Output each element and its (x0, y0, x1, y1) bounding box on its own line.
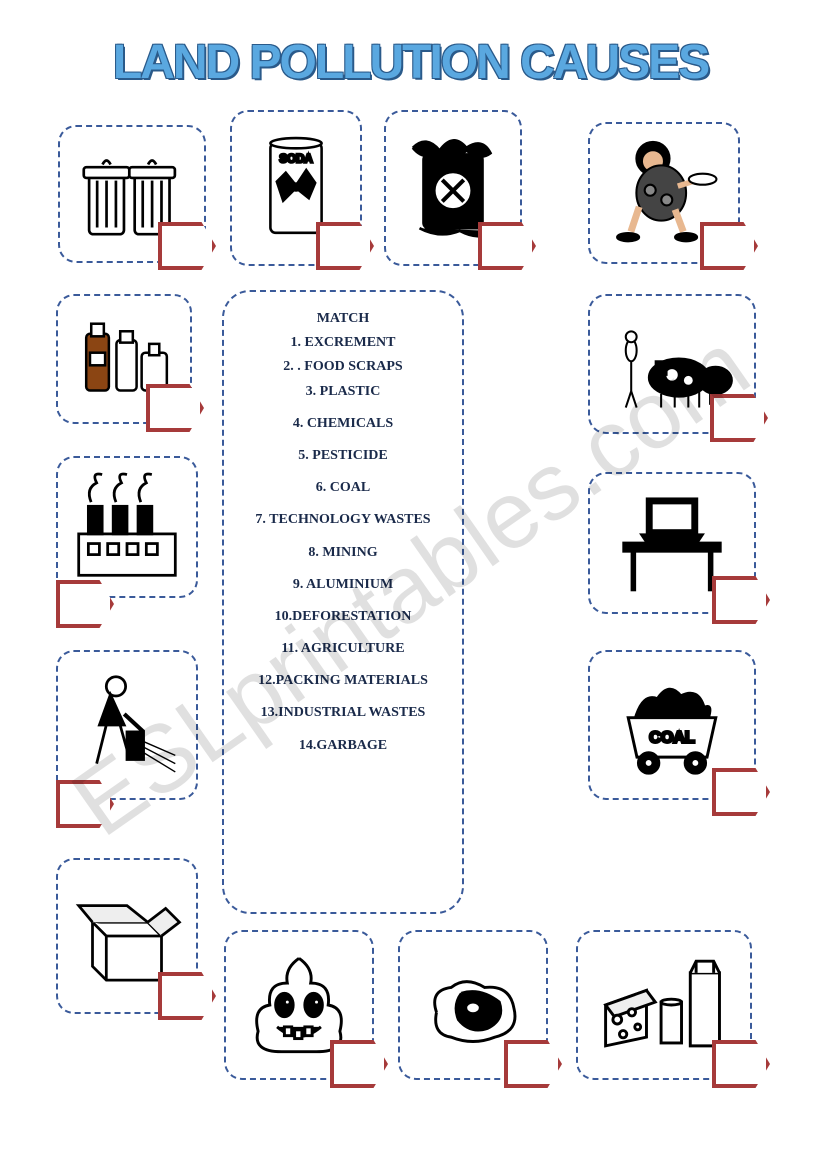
match-item-11: 11. AGRICULTURE (234, 640, 452, 658)
answer-box-cheese-milk[interactable] (712, 1040, 770, 1088)
answer-box-poop[interactable] (330, 1040, 388, 1088)
match-item-5: 5. PESTICIDE (234, 447, 452, 465)
pesticide-spray-icon (58, 652, 196, 798)
match-item-4: 4. CHEMICALS (234, 415, 452, 433)
match-item-9: 9. ALUMINIUM (234, 576, 452, 594)
answer-box-garbage-cans[interactable] (158, 222, 216, 270)
answer-box-box[interactable] (158, 972, 216, 1020)
match-item-13: 13.INDUSTRIAL WASTES (234, 704, 452, 722)
card-pesticide-spray (56, 650, 198, 800)
match-item-8: 8. MINING (234, 544, 452, 562)
answer-box-chemicals[interactable] (146, 384, 204, 432)
svg-text:POP: POP (285, 183, 307, 194)
match-item-10: 10.DEFORESTATION (234, 608, 452, 626)
answer-box-soda-can[interactable] (316, 222, 374, 270)
center-match-panel: MATCH 1. EXCREMENT 2. . FOOD SCRAPS 3. P… (222, 290, 464, 914)
answer-box-spill-drum[interactable] (478, 222, 536, 270)
answer-box-caveman[interactable] (700, 222, 758, 270)
match-item-14: 14.GARBAGE (234, 737, 452, 755)
factory-icon (58, 458, 196, 596)
match-item-3: 3. PLASTIC (234, 383, 452, 401)
answer-box-plastic[interactable] (504, 1040, 562, 1088)
answer-box-laptop[interactable] (712, 576, 770, 624)
answer-box-cows[interactable] (710, 394, 768, 442)
svg-text:COAL: COAL (649, 729, 695, 747)
match-item-7: 7. TECHNOLOGY WASTES (234, 511, 452, 529)
match-item-1: 1. EXCREMENT (234, 334, 452, 352)
match-item-12: 12.PACKING MATERIALS (234, 672, 452, 690)
page-title: LAND POLLUTION CAUSES (113, 35, 708, 90)
answer-box-coal[interactable] (712, 768, 770, 816)
svg-text:SODA: SODA (279, 153, 313, 165)
card-factory-smoke (56, 456, 198, 598)
match-item-2: 2. . FOOD SCRAPS (234, 358, 452, 376)
match-item-6: 6. COAL (234, 479, 452, 497)
match-heading: MATCH (234, 310, 452, 328)
